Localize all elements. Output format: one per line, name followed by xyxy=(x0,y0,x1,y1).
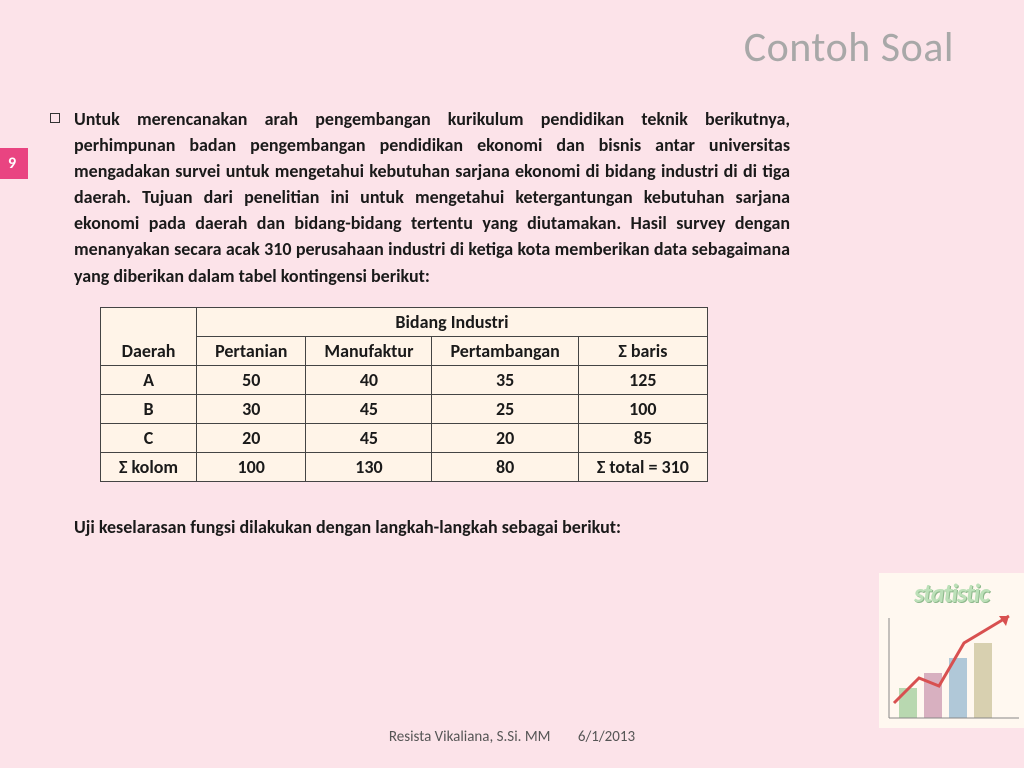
statistic-illustration: statistic xyxy=(879,573,1024,728)
table-row: Σ kolom 100 130 80 Σ total = 310 xyxy=(101,452,708,481)
footer-author: Resista Vikaliana, S.Si. MM xyxy=(389,728,551,746)
col-header: Manufaktur xyxy=(306,336,432,365)
table-cell: Σ total = 310 xyxy=(578,452,707,481)
footer-date: 6/1/2013 xyxy=(578,728,635,746)
slide-number-tab: 9 xyxy=(0,148,28,179)
statistic-label: statistic xyxy=(879,573,1024,609)
table-cell: 100 xyxy=(578,394,707,423)
table-cell: 50 xyxy=(197,365,306,394)
contingency-table: Daerah Bidang Industri Pertanian Manufak… xyxy=(100,307,708,482)
footer: Resista Vikaliana, S.Si. MM 6/1/2013 xyxy=(0,728,1024,746)
chart-icon xyxy=(879,608,1024,728)
row-label: B xyxy=(101,394,197,423)
table-row: A 50 40 35 125 xyxy=(101,365,708,394)
table-cell: 40 xyxy=(306,365,432,394)
row-label: Σ kolom xyxy=(101,452,197,481)
table-row: C 20 45 20 85 xyxy=(101,423,708,452)
table-cell: 80 xyxy=(432,452,578,481)
bullet-icon xyxy=(50,113,60,123)
table-cell: 100 xyxy=(197,452,306,481)
row-label: A xyxy=(101,365,197,394)
table-cell: 125 xyxy=(578,365,707,394)
table-row: B 30 45 25 100 xyxy=(101,394,708,423)
table-cell: 45 xyxy=(306,394,432,423)
followup-text: Uji keselarasan fungsi dilakukan dengan … xyxy=(74,516,790,538)
col-header: Pertambangan xyxy=(432,336,578,365)
slide-title: Contoh Soal xyxy=(744,22,954,73)
table-corner-header: Daerah xyxy=(101,307,197,365)
table-super-header: Bidang Industri xyxy=(197,307,708,336)
col-header: Σ baris xyxy=(578,336,707,365)
intro-paragraph: Untuk merencanakan arah pengembangan kur… xyxy=(74,106,790,289)
col-header: Pertanian xyxy=(197,336,306,365)
table-cell: 20 xyxy=(432,423,578,452)
table-cell: 25 xyxy=(432,394,578,423)
table-cell: 85 xyxy=(578,423,707,452)
table-cell: 45 xyxy=(306,423,432,452)
table-cell: 35 xyxy=(432,365,578,394)
table-cell: 130 xyxy=(306,452,432,481)
row-label: C xyxy=(101,423,197,452)
table-cell: 20 xyxy=(197,423,306,452)
table-cell: 30 xyxy=(197,394,306,423)
content-area: Untuk merencanakan arah pengembangan kur… xyxy=(50,106,790,538)
